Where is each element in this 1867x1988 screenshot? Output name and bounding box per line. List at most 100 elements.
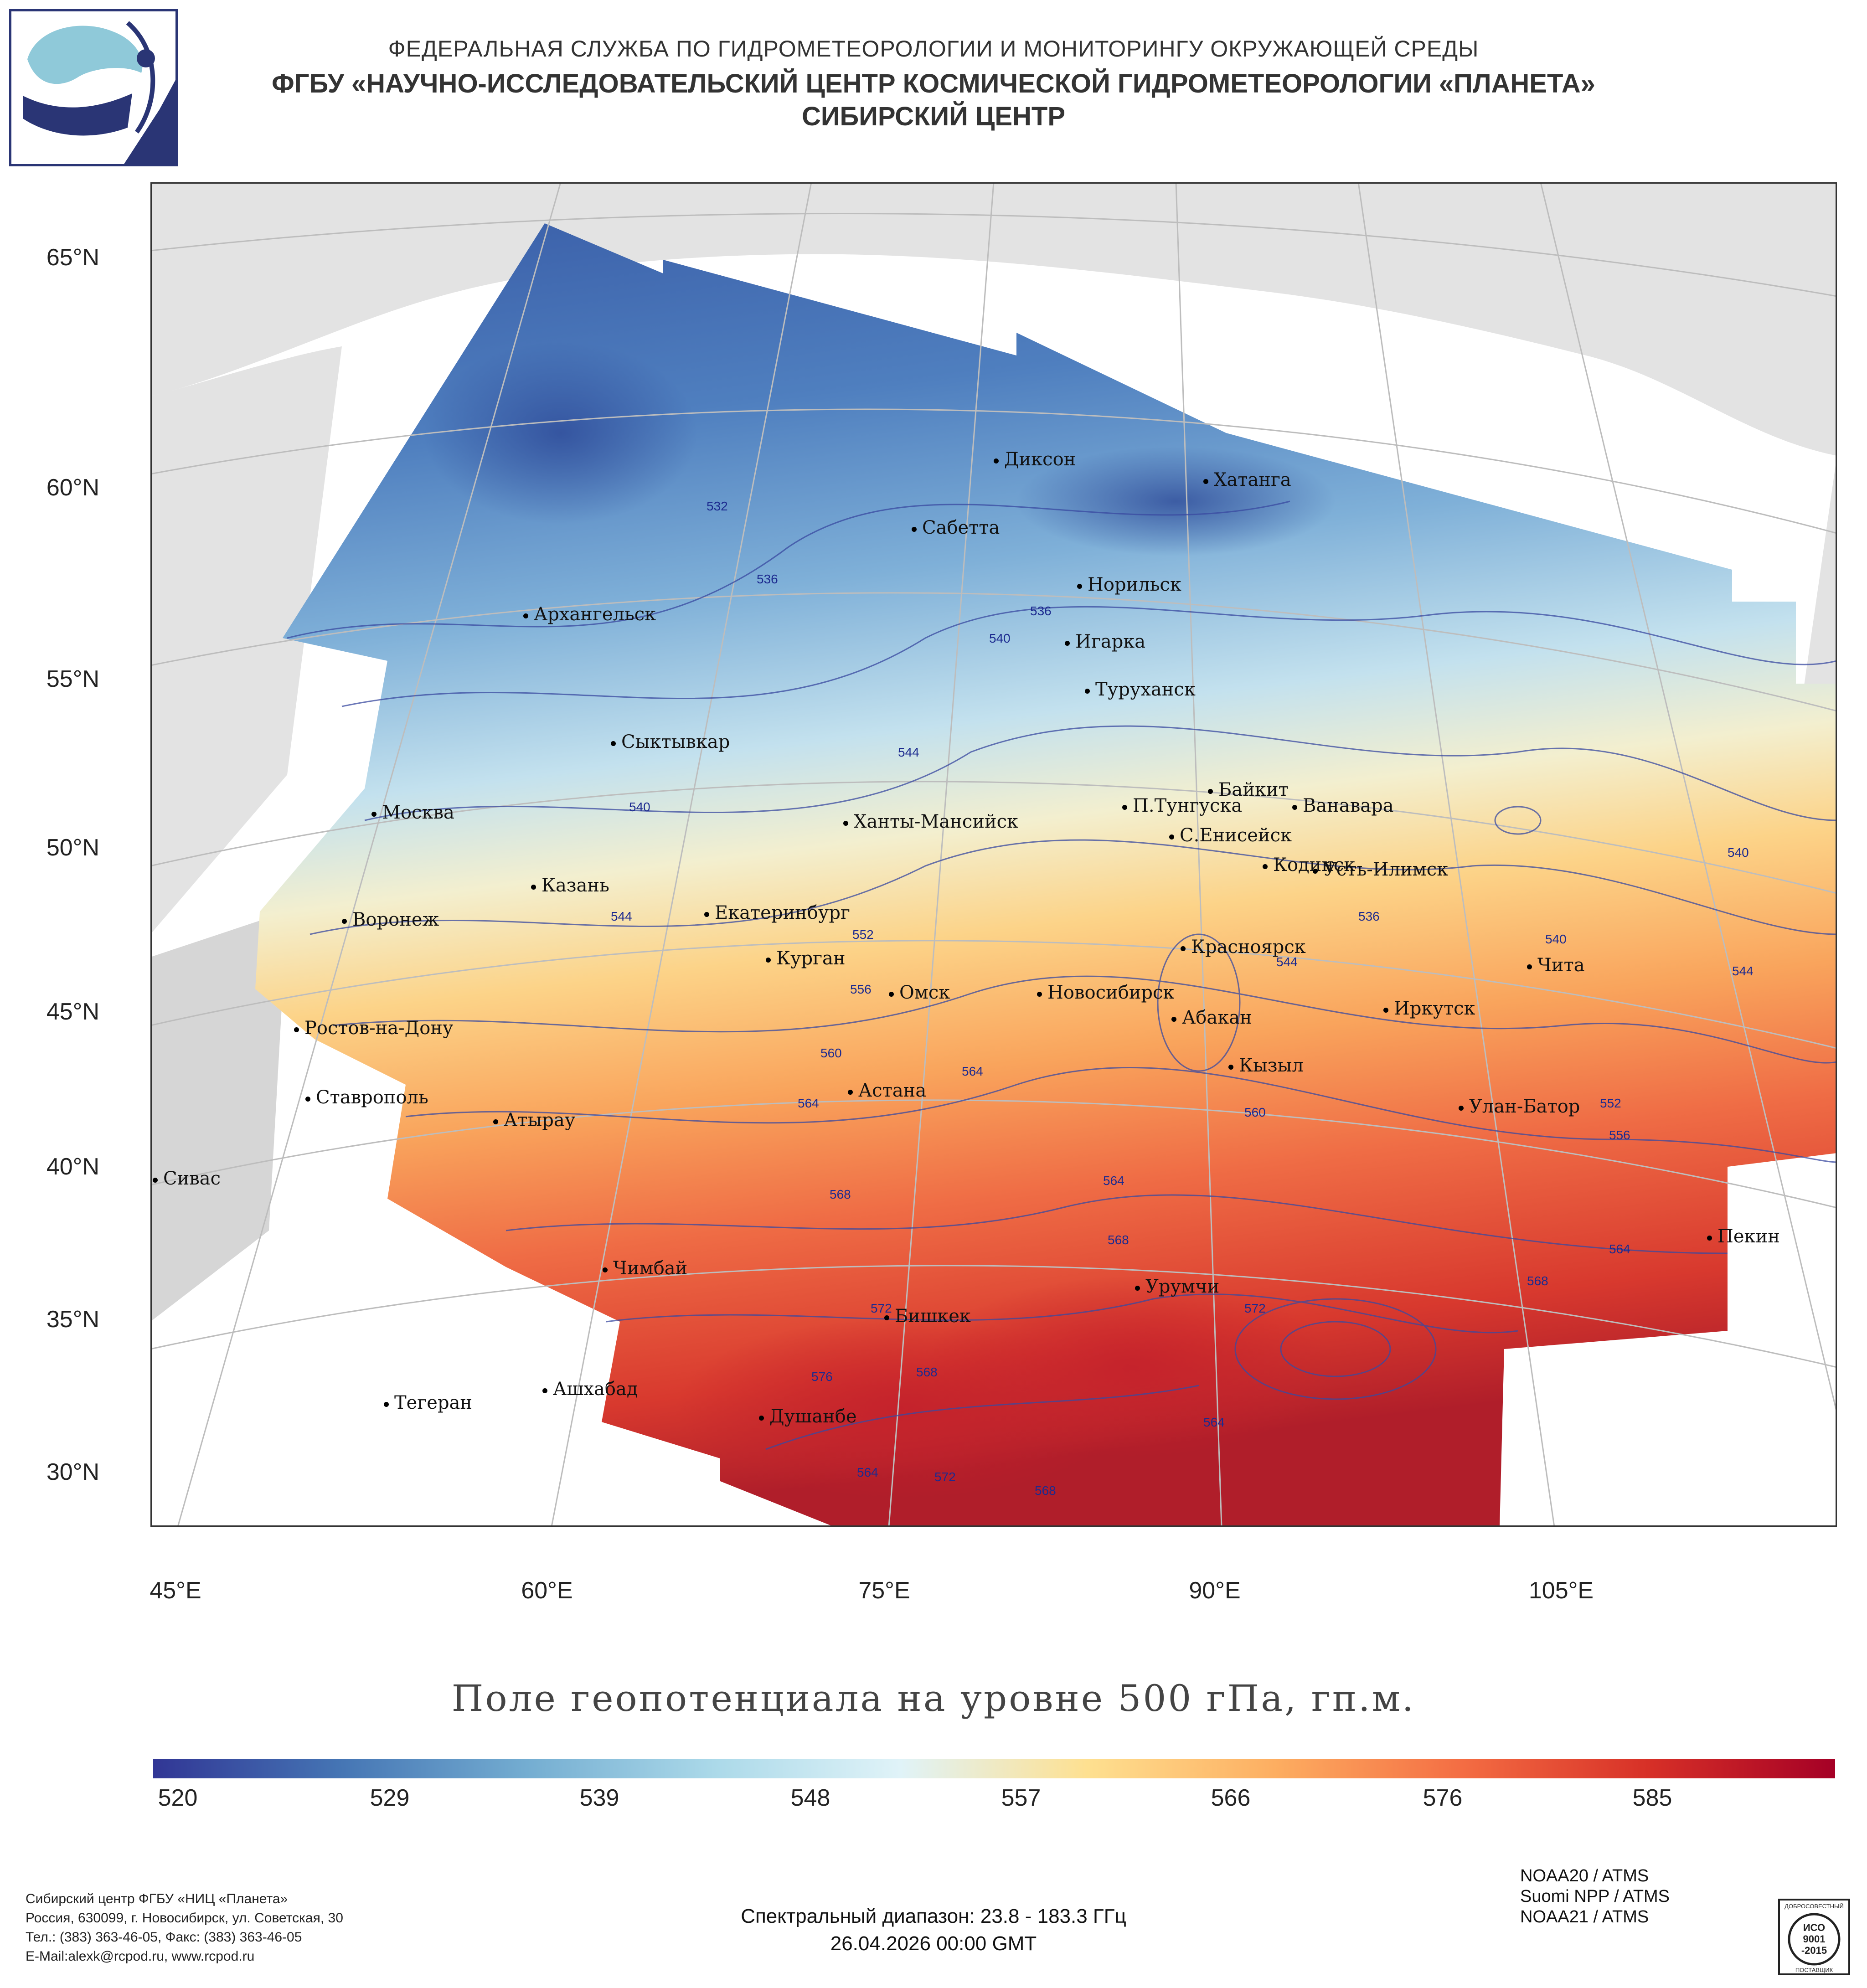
city-kyzyl: Кызыл bbox=[1228, 1055, 1304, 1076]
contour-label: 556 bbox=[1609, 1128, 1630, 1142]
city-irkutsk: Иркутск bbox=[1383, 998, 1475, 1019]
contour-label: 568 bbox=[830, 1187, 851, 1201]
footer-address-line: Россия, 630099, г. Новосибирск, ул. Сове… bbox=[26, 1911, 343, 1926]
footer-address-line: Сибирский центр ФГБУ «НИЦ «Планета» bbox=[26, 1891, 288, 1906]
city-astana: Астана bbox=[848, 1080, 926, 1101]
contour-label: 564 bbox=[1609, 1242, 1630, 1256]
contour-label: 568 bbox=[1035, 1483, 1056, 1498]
colorbar-tick: 539 bbox=[579, 1785, 619, 1811]
lat-label-40: 40°N bbox=[46, 1154, 99, 1180]
satellite-line: Suomi NPP / ATMS bbox=[1520, 1887, 1670, 1906]
satellite-line: NOAA20 / ATMS bbox=[1520, 1866, 1649, 1885]
iso-badge-bottom-text: ПОСТАВЩИК bbox=[1795, 1967, 1833, 1973]
contour-label: 568 bbox=[1108, 1233, 1129, 1247]
contour-label: 532 bbox=[707, 499, 728, 513]
contour-label: 572 bbox=[934, 1470, 956, 1484]
lat-label-45: 45°N bbox=[46, 999, 99, 1025]
spectral-range: Спектральный диапазон: 23.8 - 183.3 ГГц bbox=[741, 1905, 1126, 1927]
contour-label: 564 bbox=[962, 1064, 983, 1078]
city-krasnoyarsk: Красноярск bbox=[1181, 937, 1306, 958]
lat-label-65: 65°N bbox=[46, 244, 99, 271]
geopotential-field bbox=[255, 223, 1837, 1527]
geopotential-map: 532 536 536 540 540 544 544 552 556 560 … bbox=[150, 182, 1837, 1527]
city-yekaterinburg: Екатеринбург bbox=[704, 902, 850, 923]
satellite-line: NOAA21 / ATMS bbox=[1520, 1907, 1649, 1926]
europe-land bbox=[150, 346, 342, 934]
city-chimbay: Чимбай bbox=[603, 1258, 687, 1279]
datetime: 26.04.2026 00:00 GMT bbox=[830, 1932, 1037, 1955]
colorbar bbox=[153, 1759, 1835, 1778]
city-sabetta: Сабетта bbox=[912, 517, 1000, 538]
city-igarka: Игарка bbox=[1065, 631, 1145, 652]
contour-label: 560 bbox=[820, 1046, 842, 1060]
city-dikson: Диксон bbox=[994, 449, 1076, 470]
contour-label: 564 bbox=[1203, 1415, 1225, 1429]
city-arkhangelsk: Архангельск bbox=[523, 604, 656, 625]
iso-certificate-badge: ДОБРОСОВЕСТНЫЙ ИСО 9001 -2015 ПОСТАВЩИК bbox=[1778, 1899, 1850, 1975]
colorbar-tick: 548 bbox=[790, 1785, 830, 1811]
contour-label: 564 bbox=[798, 1096, 819, 1110]
footer-address-line: Тел.: (383) 363-46-05, Факс: (383) 363-4… bbox=[26, 1930, 302, 1945]
city-dushanbe: Душанбе bbox=[759, 1406, 857, 1427]
city-atyrau: Атырау bbox=[493, 1110, 575, 1131]
map-title: Поле геопотенциала на уровне 500 гПа, гп… bbox=[451, 1677, 1416, 1720]
contour-labels: 532 536 536 540 540 544 544 552 556 560 … bbox=[611, 499, 1754, 1498]
contour-label: 544 bbox=[1732, 964, 1754, 978]
header-center: СИБИРСКИЙ ЦЕНТР bbox=[801, 102, 1066, 131]
city-khanty-mansiysk: Ханты-Мансийск bbox=[843, 811, 1018, 832]
contour-label: 544 bbox=[611, 909, 632, 923]
city-novosibirsk: Новосибирск bbox=[1037, 982, 1174, 1003]
city-p-tunguska: П.Тунгуска bbox=[1122, 795, 1242, 816]
planeta-logo bbox=[9, 9, 178, 166]
city-ashkhabad: Ашхабад bbox=[542, 1379, 638, 1400]
contour-label: 568 bbox=[1527, 1274, 1548, 1288]
caspian-region bbox=[150, 912, 287, 1322]
contour-label: 560 bbox=[1244, 1105, 1266, 1119]
contour-label: 536 bbox=[1358, 909, 1380, 923]
colorbar-tick: 557 bbox=[1001, 1785, 1041, 1811]
contour-label: 556 bbox=[850, 982, 872, 996]
contour-label: 564 bbox=[1103, 1174, 1124, 1188]
city-kazan: Казань bbox=[531, 875, 609, 896]
colorbar-tick: 576 bbox=[1423, 1785, 1463, 1811]
city-rostov-na-donu: Ростов-на-Дону bbox=[294, 1018, 453, 1039]
contour-label: 540 bbox=[989, 631, 1011, 645]
iso-badge-label: 9001 bbox=[1803, 1933, 1826, 1945]
contour-label: 540 bbox=[629, 800, 650, 814]
lon-label-105: 105°E bbox=[1528, 1577, 1594, 1604]
lat-label-30: 30°N bbox=[46, 1459, 99, 1485]
colorbar-tick: 566 bbox=[1211, 1785, 1251, 1811]
contour-label: 552 bbox=[852, 927, 874, 942]
header-institute: ФГБУ «НАУЧНО-ИССЛЕДОВАТЕЛЬСКИЙ ЦЕНТР КОС… bbox=[272, 69, 1595, 98]
city-bishkek: Бишкек bbox=[884, 1306, 971, 1327]
contour-label: 564 bbox=[857, 1465, 878, 1479]
city-voronezh: Воронеж bbox=[342, 909, 439, 930]
city-ust-ilimsk: Усть-Илимск bbox=[1313, 859, 1448, 880]
city-omsk: Омск bbox=[889, 982, 950, 1003]
colorbar-tick: 529 bbox=[370, 1785, 410, 1811]
city-moskva: Москва bbox=[371, 802, 454, 823]
city-tegeran: Тегеран bbox=[384, 1392, 472, 1413]
contour-label: 544 bbox=[898, 745, 919, 759]
city-urumchi: Урумчи bbox=[1135, 1276, 1219, 1297]
city-stavropol: Ставрополь bbox=[305, 1087, 428, 1108]
colorbar-tick: 585 bbox=[1632, 1785, 1672, 1811]
city-kurgan: Курган bbox=[766, 948, 846, 969]
lat-label-50: 50°N bbox=[46, 834, 99, 861]
isolines bbox=[287, 500, 1837, 1450]
colorbar-tick: 520 bbox=[158, 1785, 198, 1811]
graticule bbox=[150, 182, 1837, 1527]
contour-label: 552 bbox=[1600, 1096, 1621, 1110]
city-syktyvkar: Сыктывкар bbox=[611, 731, 730, 752]
lat-label-55: 55°N bbox=[46, 666, 99, 692]
city-chita: Чита bbox=[1527, 955, 1585, 976]
contour-label: 576 bbox=[811, 1370, 833, 1384]
contour-label: 544 bbox=[1276, 955, 1298, 969]
city-s-yeniseysk: С.Енисейск bbox=[1169, 825, 1292, 846]
header-agency: ФЕДЕРАЛЬНАЯ СЛУЖБА ПО ГИДРОМЕТЕОРОЛОГИИ … bbox=[388, 36, 1479, 62]
iso-badge-label: -2015 bbox=[1801, 1945, 1827, 1956]
city-khatanga: Хатанга bbox=[1203, 469, 1291, 490]
contour-label: 568 bbox=[916, 1365, 938, 1379]
city-baikit: Байкит bbox=[1208, 779, 1289, 800]
iso-badge-top-text: ДОБРОСОВЕСТНЫЙ bbox=[1784, 1903, 1844, 1910]
